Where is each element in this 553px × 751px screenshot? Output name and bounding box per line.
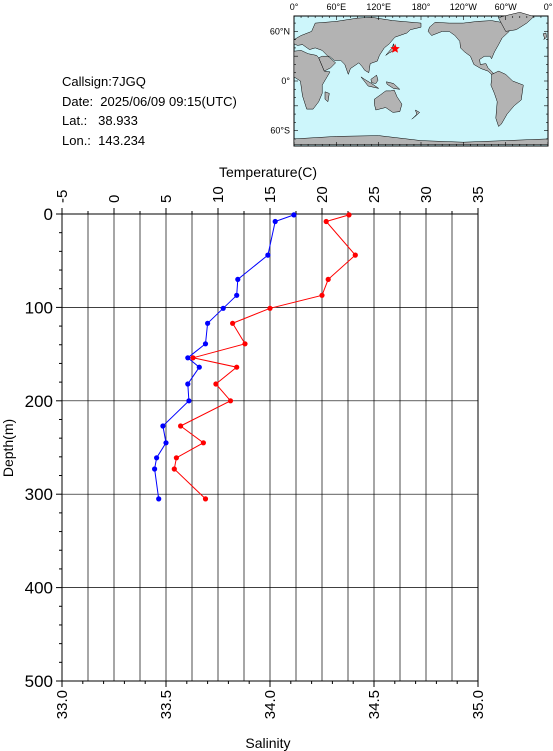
land-mass (498, 12, 535, 32)
salinity-point (267, 305, 273, 311)
temperature-point (272, 218, 278, 225)
top-tick-label: 15 (262, 186, 279, 203)
temperature-point (265, 252, 271, 258)
temperature-point (156, 496, 162, 502)
top-tick-label: 25 (366, 186, 383, 203)
bottom-tick-label: 34.0 (262, 690, 279, 719)
map-lon-label: 120°W (450, 2, 478, 12)
bottom-axis-label: Salinity (245, 735, 290, 751)
temperature-point (220, 305, 226, 311)
land-mass (374, 89, 403, 113)
salinity-point (230, 320, 236, 326)
lat-text: Lat.: 38.933 (62, 113, 138, 128)
temperature-point (152, 466, 158, 472)
land-mass (293, 17, 422, 76)
y-tick-label: 400 (25, 579, 53, 598)
top-tick-label: 5 (158, 195, 175, 203)
map-lat-label: 60°S (270, 126, 290, 136)
map-lon-label: 180° (412, 2, 431, 12)
land-mass (542, 32, 547, 40)
salinity-point (227, 398, 234, 404)
map-lon-label: 60°W (495, 2, 518, 12)
bottom-tick-label: 33.5 (158, 690, 175, 719)
land-mass (324, 91, 330, 103)
top-tick-label: 20 (314, 186, 331, 203)
map-lon-label: 0° (544, 2, 553, 12)
map-lon-label: 120°E (366, 2, 391, 12)
temperature-point (185, 381, 191, 387)
y-tick-label: 200 (25, 392, 53, 411)
land-mass (293, 50, 331, 110)
top-axis-label: Temperature(C) (219, 164, 317, 180)
salinity-point (213, 381, 219, 387)
land-mass (411, 109, 421, 120)
salinity-point (173, 455, 179, 461)
world-map: 0° 60°E 120°E 180° 120°W 60°W 0° 60°N 0° 60°S (270, 2, 553, 147)
salinity-point (178, 423, 184, 429)
salinity-point (242, 341, 248, 347)
land-mass (360, 76, 379, 89)
land-mass (427, 20, 510, 75)
bottom-tick-label: 33.0 (54, 690, 71, 719)
temperature-point (202, 341, 209, 347)
top-tick-label: -5 (54, 190, 71, 203)
salinity-point (346, 212, 352, 218)
map-lon-label: 60°E (327, 2, 347, 12)
land-mass (490, 70, 524, 127)
axis-ticks (56, 208, 479, 687)
bottom-tick-label: 34.5 (366, 690, 383, 719)
temperature-point (291, 212, 297, 218)
bottom-tick-label: 35.0 (470, 690, 487, 719)
y-axis-label: Depth(m) (0, 419, 16, 477)
temperature-point (185, 355, 191, 361)
temperature-point (205, 320, 211, 326)
land-mass (318, 55, 336, 72)
salinity-point (190, 355, 196, 361)
map-lat-label: 0° (281, 76, 290, 86)
temperature-point (186, 398, 192, 404)
y-tick-label: 0 (44, 205, 53, 224)
station-info: Callsign:7JGQ Date: 2025/06/09 09:15(UTC… (62, 72, 237, 150)
salinity-point (319, 292, 325, 298)
temperature-point (234, 292, 240, 298)
map-land (293, 12, 549, 145)
map-lat-label: 60°N (270, 26, 290, 36)
top-tick-label: 30 (418, 186, 435, 203)
land-mass (386, 81, 401, 90)
land-mass (385, 43, 395, 56)
grid-lines (62, 214, 478, 681)
temperature-point (235, 276, 241, 282)
date-text: Date: 2025/06/09 09:15(UTC) (62, 93, 237, 109)
salinity-point (202, 496, 209, 502)
salinity-point (171, 466, 177, 472)
y-tick-label: 500 (25, 672, 53, 691)
top-tick-label: 35 (470, 186, 487, 203)
salinity-point (200, 440, 206, 446)
lon-text: Lon.: 143.234 (62, 132, 146, 148)
y-tick-label: 100 (25, 298, 53, 317)
salinity-point (325, 276, 331, 282)
temperature-point (160, 423, 166, 429)
salinity-point (352, 252, 358, 258)
top-tick-label: 0 (106, 195, 123, 203)
temperature-point (163, 440, 169, 446)
y-tick-label: 300 (25, 485, 53, 504)
station-marker-icon (390, 43, 400, 53)
salinity-point (323, 218, 329, 225)
land-mass (370, 74, 379, 84)
temperature-point (154, 455, 160, 461)
map-lon-label: 0° (290, 2, 299, 12)
salinity-point (234, 364, 240, 370)
temperature-point (196, 364, 202, 370)
callsign-text: Callsign:7JGQ (62, 74, 146, 89)
top-tick-label: 10 (210, 186, 227, 203)
